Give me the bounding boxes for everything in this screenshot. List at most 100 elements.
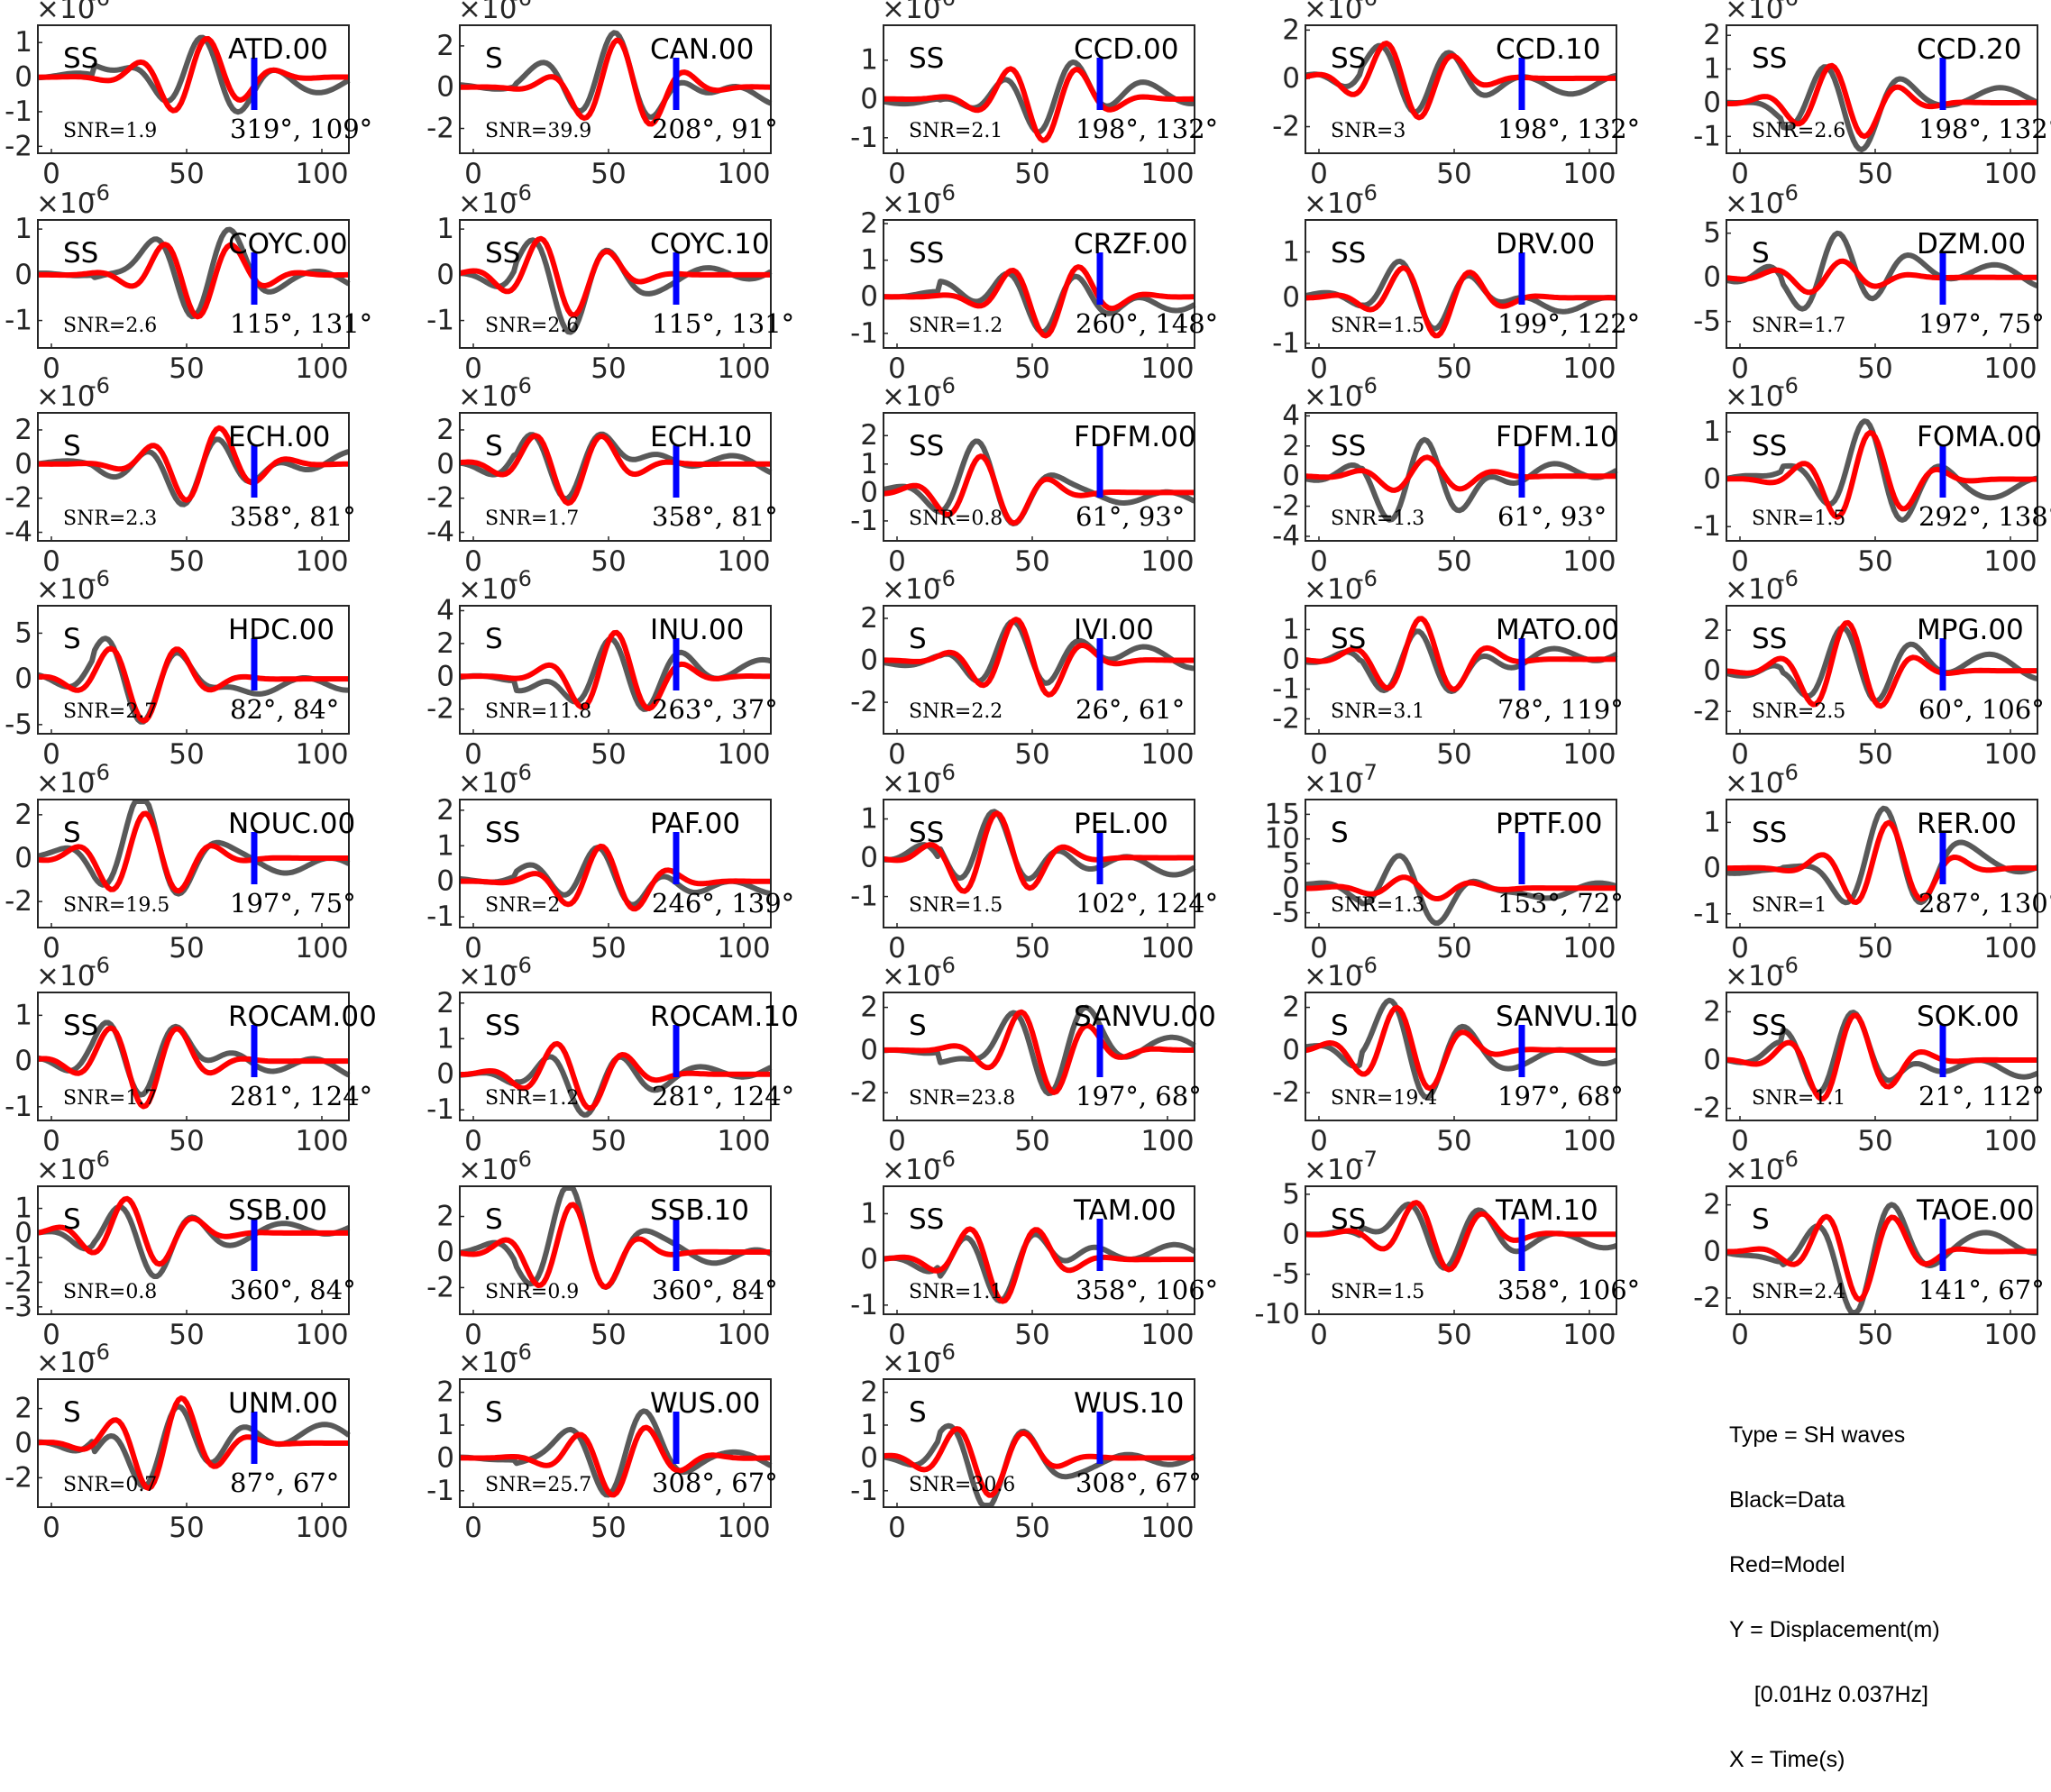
exponent-base: ×10 — [36, 1347, 95, 1379]
x-tick-label: 0 — [1310, 1125, 1328, 1157]
x-tick-label: 50 — [1014, 158, 1049, 190]
y-tick-label: 0 — [1282, 460, 1300, 492]
phase-label: S — [63, 1203, 81, 1236]
exponent-base: ×10 — [458, 1347, 517, 1379]
station-label: FDFM.10 — [1496, 421, 1618, 453]
model-trace — [1305, 1200, 1616, 1273]
exponent-base: ×10 — [458, 187, 517, 220]
y-tick-label: 0 — [436, 1236, 454, 1268]
exponent-power: -6 — [934, 1339, 956, 1365]
exponent-power: -6 — [1356, 953, 1378, 978]
x-tick-label: 50 — [169, 1319, 204, 1351]
exponent-base: ×10 — [458, 960, 517, 992]
axes-frame — [1305, 799, 1617, 928]
y-tick-label: 0 — [436, 1058, 454, 1091]
y-tick-label: -2 — [426, 693, 454, 726]
axes-frame — [883, 24, 1195, 154]
y-tick-label: 0 — [1282, 62, 1300, 95]
station-label: PEL.00 — [1074, 808, 1168, 840]
phase-label: S — [63, 430, 81, 462]
y-tick-label: 2 — [436, 30, 454, 62]
panel-coyc-00: 0 50 100 1 0 -1 ×10-6 SS COYC.00 SNR=2.6 115°, 131… — [5, 180, 372, 385]
x-tick-label: 0 — [888, 545, 906, 578]
angles-label: 358°, 106° — [1076, 1275, 1218, 1305]
x-tick-label: 50 — [1436, 352, 1471, 385]
x-tick-label: 100 — [1140, 1125, 1194, 1157]
exponent-base: ×10 — [36, 0, 95, 25]
phase-label: SS — [1331, 42, 1366, 75]
x-tick-label: 100 — [717, 738, 770, 771]
angles-label: 197°, 68° — [1076, 1081, 1202, 1111]
x-tick-label: 100 — [1562, 352, 1616, 385]
phase-label: S — [909, 1010, 927, 1042]
axes-frame — [459, 219, 772, 349]
y-tick-label: 5 — [1282, 1178, 1300, 1211]
y-tick-label: -4 — [426, 517, 454, 549]
snr-label: SNR=19.4 — [1331, 1087, 1437, 1110]
y-tick-label: 2 — [14, 1393, 32, 1425]
station-label: CCD.10 — [1496, 33, 1600, 66]
x-tick-label: 0 — [464, 158, 482, 190]
angles-label: 21°, 112° — [1918, 1081, 2045, 1111]
y-tick-label: -2 — [1693, 1093, 1721, 1125]
x-tick-label: 50 — [591, 1512, 626, 1543]
x-tick-label: 100 — [717, 1319, 770, 1351]
y-tick-label: 1 — [860, 448, 878, 480]
exponent-base: ×10 — [458, 1154, 517, 1186]
y-tick-label: 2 — [1703, 19, 1721, 51]
phase-label: SS — [63, 1010, 98, 1042]
station-label: WUS.10 — [1074, 1387, 1184, 1420]
y-tick-label: 0 — [14, 842, 32, 874]
model-trace — [884, 66, 1195, 143]
x-tick-label: 50 — [169, 158, 204, 190]
y-tick-label: 0 — [860, 83, 878, 115]
model-trace — [38, 36, 349, 114]
x-tick-label: 100 — [1140, 1319, 1194, 1351]
y-tick-label: 1 — [860, 803, 878, 836]
axes-frame — [1726, 799, 2038, 928]
model-trace — [38, 242, 349, 320]
angles-label: 78°, 119° — [1497, 694, 1624, 725]
angles-label: 197°, 75° — [230, 888, 356, 919]
y-tick-label: 0 — [436, 259, 454, 291]
y-tick-label: -2 — [5, 130, 32, 162]
exponent-power: -6 — [88, 180, 110, 206]
x-tick-label: 100 — [1983, 738, 2037, 771]
angles-label: 308°, 67° — [652, 1467, 778, 1498]
snr-label: SNR=2.6 — [63, 315, 157, 337]
snr-label: SNR=2.3 — [63, 507, 157, 530]
x-tick-label: 0 — [1731, 738, 1749, 771]
y-tick-label: -1 — [1693, 510, 1721, 543]
y-tick-label: 0 — [1282, 872, 1300, 904]
y-tick-label: -2 — [1272, 490, 1300, 523]
exponent-base: ×10 — [1725, 187, 1783, 220]
x-tick-label: 0 — [42, 1512, 60, 1543]
exponent-power: -6 — [1356, 180, 1378, 206]
x-tick-label: 50 — [591, 545, 626, 578]
axes-frame — [1305, 605, 1617, 735]
x-tick-label: 0 — [1310, 545, 1328, 578]
station-label: HDC.00 — [228, 614, 334, 646]
angles-label: 198°, 132° — [1918, 114, 2051, 144]
station-label: ECH.00 — [228, 421, 330, 453]
exponent-power: -7 — [1356, 1147, 1378, 1172]
axes-frame — [37, 1185, 350, 1315]
station-label: NOUC.00 — [228, 808, 355, 840]
phase-label: SS — [1331, 430, 1366, 462]
y-tick-label: -1 — [426, 901, 454, 933]
y-tick-label: 0 — [436, 865, 454, 898]
angles-label: 61°, 93° — [1497, 501, 1607, 532]
exponent-base: ×10 — [36, 1154, 95, 1186]
angles-label: 281°, 124° — [230, 1081, 372, 1111]
model-trace — [37, 1195, 349, 1267]
y-tick-label: 0 — [1703, 261, 1721, 294]
station-label: COYC.00 — [228, 228, 348, 261]
axes-frame — [1305, 24, 1617, 154]
y-tick-label: -1 — [850, 505, 878, 537]
exponent-power: -6 — [88, 760, 110, 785]
model-trace — [459, 1202, 771, 1290]
y-tick-label: -2 — [426, 113, 454, 145]
exponent-base: ×10 — [1725, 960, 1783, 992]
